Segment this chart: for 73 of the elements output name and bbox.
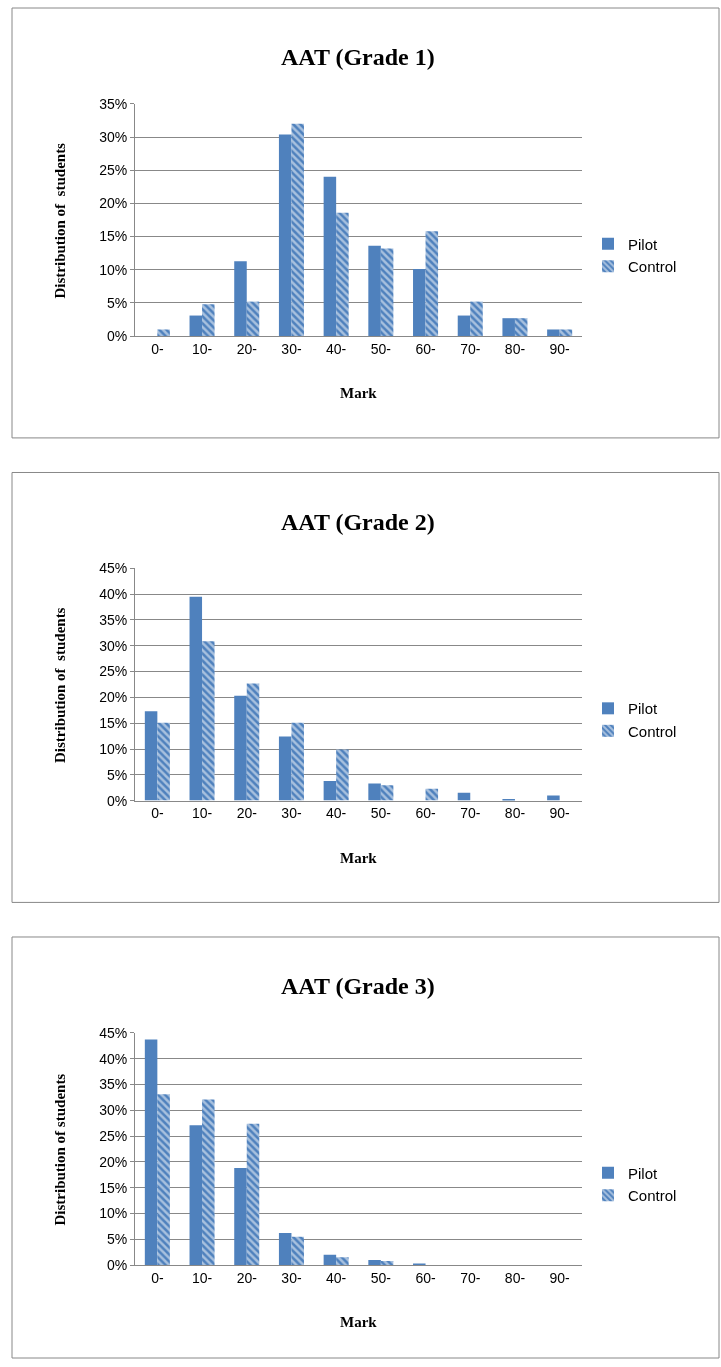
y-tick-label: 5% xyxy=(106,1231,128,1248)
x-tick-label: 0- xyxy=(151,1269,164,1286)
y-tick-label: 15% xyxy=(99,1179,128,1196)
y-tick-label: 20% xyxy=(99,195,128,212)
text: Control xyxy=(628,722,677,740)
x-tick-label: 60- xyxy=(415,340,437,357)
y-axis-title: Distribution of students xyxy=(52,607,69,763)
x-tick-label: 50- xyxy=(370,1269,392,1286)
x-axis-title: Mark xyxy=(340,385,378,401)
chart-title: AAT (Grade 3) xyxy=(281,973,435,999)
x-tick-label: 20- xyxy=(236,340,258,357)
y-tick-label: 0% xyxy=(106,1257,128,1274)
y-tick-label: 35% xyxy=(99,1076,128,1093)
x-axis-title: Mark xyxy=(340,1314,378,1330)
y-tick-label: 40% xyxy=(99,586,128,603)
y-tick-label: 30% xyxy=(99,128,128,145)
x-tick-label: 20- xyxy=(236,805,258,822)
x-tick-label: 40- xyxy=(326,805,347,822)
y-tick-label: 10% xyxy=(99,261,128,278)
y-tick-label: 25% xyxy=(99,663,128,680)
x-tick-label: 40- xyxy=(326,340,347,357)
y-tick-label: 10% xyxy=(99,740,128,757)
y-tick-label: 10% xyxy=(99,1205,128,1222)
x-axis-title: Mark xyxy=(340,850,378,866)
y-tick-label: 20% xyxy=(99,1153,128,1170)
x-tick-label: 30- xyxy=(281,1269,302,1286)
y-tick-label: 20% xyxy=(99,689,128,706)
y-tick-label: 0% xyxy=(106,328,128,345)
x-tick-label: 10- xyxy=(191,340,213,357)
x-tick-label: 60- xyxy=(415,1269,437,1286)
legend-label: Pilot xyxy=(628,235,659,253)
x-tick-label: 50- xyxy=(370,340,392,357)
y-tick-label: 45% xyxy=(99,1024,128,1041)
x-tick-label: 10- xyxy=(191,805,213,822)
y-tick-label: 15% xyxy=(99,228,128,245)
y-tick-label: 25% xyxy=(99,162,128,179)
x-tick-label: 70- xyxy=(460,1269,481,1286)
x-tick-label: 80- xyxy=(504,805,526,822)
x-tick-label: 10- xyxy=(191,1269,213,1286)
x-tick-label: 50- xyxy=(370,805,392,822)
y-tick-label: 15% xyxy=(99,715,128,732)
y-tick-label: 45% xyxy=(99,560,128,577)
x-tick-label: 0- xyxy=(151,340,164,357)
y-tick-label: 40% xyxy=(99,1050,128,1067)
y-tick-label: 25% xyxy=(99,1127,128,1144)
x-tick-label: 30- xyxy=(281,805,302,822)
y-axis-title: Distribution of students xyxy=(51,1073,68,1226)
x-tick-label: 0- xyxy=(151,805,164,822)
x-tick-label: 90- xyxy=(549,805,571,822)
legend-label: Pilot xyxy=(628,1164,659,1182)
y-tick-label: 35% xyxy=(99,95,128,112)
y-tick-label: 5% xyxy=(106,294,128,311)
x-tick-label: 90- xyxy=(549,340,571,357)
x-tick-label: 70- xyxy=(460,340,481,357)
y-axis-title: Distribution of students xyxy=(51,142,68,299)
y-tick-label: 30% xyxy=(99,637,128,654)
x-tick-label: 80- xyxy=(504,340,526,357)
x-tick-label: 20- xyxy=(236,1269,258,1286)
x-tick-label: 70- xyxy=(460,805,481,822)
text: Control xyxy=(628,1187,677,1205)
y-tick-label: 5% xyxy=(106,766,128,783)
y-tick-label: 0% xyxy=(106,792,128,809)
y-tick-label: 35% xyxy=(99,611,128,628)
x-tick-label: 30- xyxy=(281,340,302,357)
chart-title: AAT (Grade 2) xyxy=(281,509,435,535)
x-tick-label: 80- xyxy=(504,1269,526,1286)
text: Control xyxy=(628,258,677,276)
x-tick-label: 90- xyxy=(549,1269,571,1286)
legend-label: Pilot xyxy=(628,700,659,718)
chart-title: AAT (Grade 1) xyxy=(281,44,435,70)
x-tick-label: 60- xyxy=(415,805,437,822)
y-tick-label: 30% xyxy=(99,1102,128,1119)
x-tick-label: 40- xyxy=(326,1269,347,1286)
